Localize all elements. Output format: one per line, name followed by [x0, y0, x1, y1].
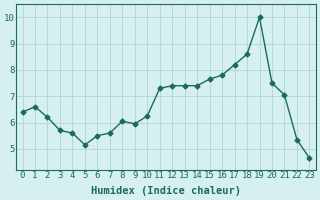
X-axis label: Humidex (Indice chaleur): Humidex (Indice chaleur) — [91, 186, 241, 196]
